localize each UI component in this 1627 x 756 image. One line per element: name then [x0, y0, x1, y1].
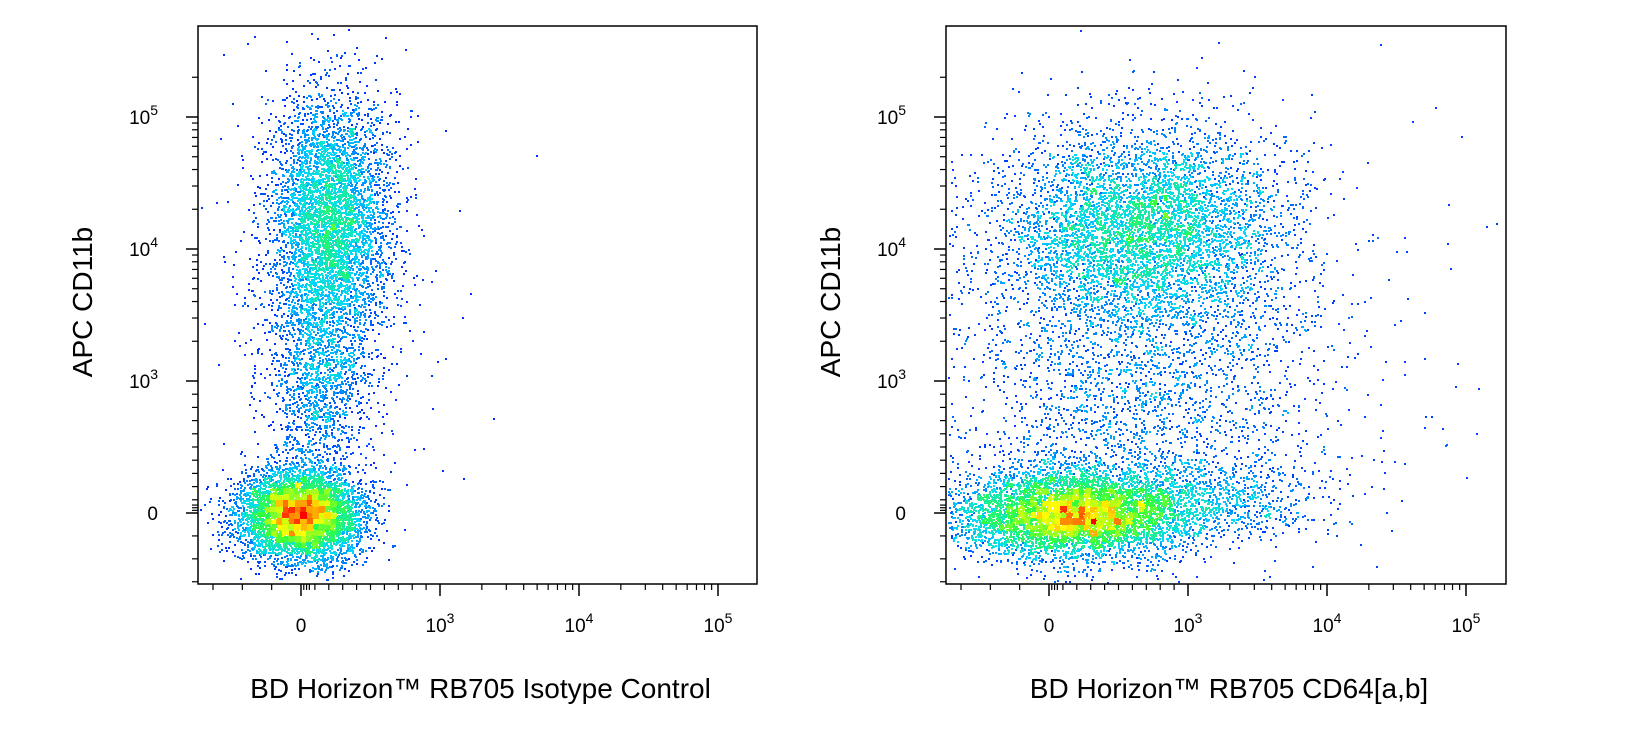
plot-frame: [945, 25, 1507, 585]
event-dot-group: [276, 518, 319, 531]
x-tick-label: 105: [704, 610, 733, 637]
event-dot-group: [318, 500, 337, 519]
event-dot-group: [948, 30, 1498, 584]
y-tick-label: 104: [877, 234, 906, 261]
event-dot-group: [282, 530, 301, 537]
event-dot-group: [1018, 500, 1121, 537]
event-dot-group: [1090, 518, 1097, 525]
minor-ticks: [192, 76, 713, 590]
event-dot-group: [977, 194, 1187, 549]
event-dot-group: [270, 494, 289, 525]
event-dot-group: [270, 482, 307, 537]
event-dot-group: [270, 494, 331, 543]
y-tick-label: 103: [129, 366, 158, 393]
event-dot-group: [1090, 530, 1097, 537]
event-dot-group: [229, 104, 396, 571]
event-dot-group: [1060, 518, 1073, 525]
event-dot-group: [276, 494, 319, 543]
event-dot-group: [294, 500, 313, 513]
event-dot-group: [282, 500, 331, 531]
event-dot-group: [270, 488, 331, 537]
x-axis-title: BD Horizon™ RB705 CD64[a,b]: [1030, 673, 1428, 704]
event-dot-group: [288, 500, 331, 519]
event-dot-group: [228, 110, 384, 555]
y-tick-label: 0: [895, 504, 906, 525]
event-dots: [200, 29, 538, 581]
x-tick-label: 0: [1044, 616, 1055, 637]
event-dot-group: [241, 140, 367, 555]
y-axis-title: APC CD11b: [67, 227, 98, 377]
event-dot-group: [1060, 506, 1067, 513]
event-dot-group: [294, 524, 301, 531]
plot-panel-isotype-control: 0 103 104 105 0 103 104 105 BD Horizon™ RB705 …: [67, 25, 758, 704]
event-dot-group: [1084, 506, 1115, 519]
event-dot-group: [270, 488, 313, 543]
event-dot-group: [282, 500, 289, 507]
event-dot-group: [276, 536, 283, 543]
x-axis: 0 103 104 105: [1044, 584, 1481, 637]
x-tick-label: 105: [1452, 610, 1481, 637]
plot-frame: [197, 25, 758, 585]
x-axis: 0 103 104 105: [296, 584, 733, 637]
x-tick-label: 103: [1174, 610, 1203, 637]
event-dot-group: [270, 512, 301, 543]
event-dot-group: [300, 506, 307, 513]
event-dot-group: [306, 500, 319, 531]
event-dot-group: [1066, 500, 1109, 531]
event-dot-group: [282, 500, 313, 513]
y-axis: 0 103 104 105: [129, 102, 198, 525]
event-dot-group: [200, 29, 538, 580]
y-tick-label: 105: [129, 102, 158, 129]
x-tick-label: 104: [565, 610, 594, 637]
event-dot-group: [270, 494, 307, 531]
event-dot-group: [294, 506, 325, 519]
x-axis-title: BD Horizon™ RB705 Isotype Control: [250, 673, 711, 704]
event-dot-group: [1042, 500, 1145, 531]
plot-panel-cd64: 0 103 104 105 0 103 104 105 BD Horizon™ RB705 …: [815, 25, 1507, 704]
y-axis: 0 103 104 105: [877, 102, 946, 525]
event-dot-group: [276, 506, 319, 525]
event-dot-group: [276, 500, 283, 507]
event-dot-group: [240, 152, 373, 559]
event-dot-group: [1049, 476, 1169, 543]
event-dot-group: [288, 506, 295, 513]
event-dot-group: [246, 194, 355, 555]
event-dot-group: [300, 512, 307, 519]
y-tick-label: 0: [147, 504, 158, 525]
event-dot-group: [1042, 494, 1133, 531]
event-dot-group: [1030, 500, 1109, 531]
event-dot-group: [258, 488, 283, 519]
event-dot-group: [300, 518, 307, 531]
y-tick-label: 103: [877, 366, 906, 393]
event-dot-group: [977, 200, 1187, 543]
event-dot-group: [264, 476, 343, 531]
y-axis-title: APC CD11b: [815, 227, 846, 377]
event-dots: [948, 30, 1498, 584]
y-tick-label: 105: [877, 102, 906, 129]
event-dot-group: [306, 518, 313, 525]
x-tick-label: 104: [1313, 610, 1342, 637]
event-dot-group: [952, 152, 1270, 565]
event-dot-group: [1078, 506, 1085, 513]
event-dot-group: [952, 146, 1264, 573]
event-dot-group: [288, 494, 313, 537]
x-tick-label: 0: [296, 616, 307, 637]
event-dot-group: [282, 512, 301, 525]
y-tick-label: 104: [129, 234, 158, 261]
event-dot-group: [1066, 512, 1121, 525]
event-dot-group: [264, 206, 355, 555]
event-dot-group: [1078, 512, 1085, 519]
minor-ticks: [940, 76, 1461, 590]
event-dot-group: [1024, 488, 1121, 537]
event-dot-group: [253, 170, 361, 513]
x-tick-label: 103: [426, 610, 455, 637]
event-dot-group: [264, 488, 325, 537]
